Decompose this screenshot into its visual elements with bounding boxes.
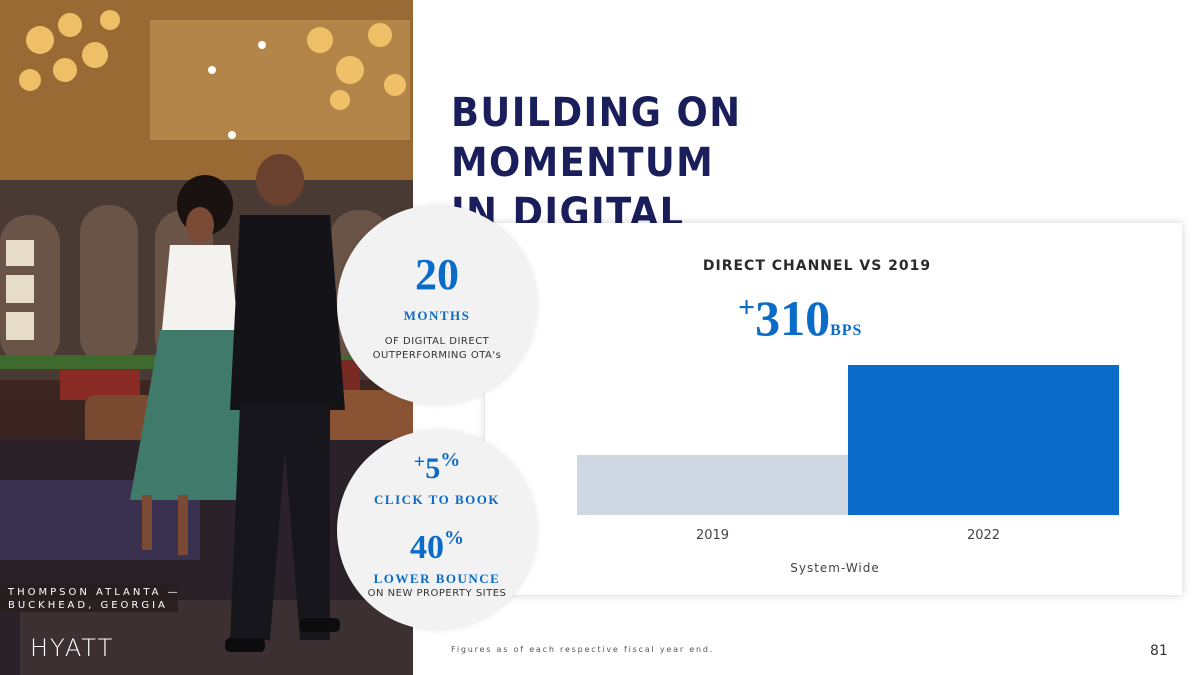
click-label: CLICK TO BOOK bbox=[374, 492, 500, 507]
bar-2022 bbox=[848, 365, 1119, 515]
hotel-lobby-illustration bbox=[0, 0, 413, 675]
footnote: Figures as of each respective fiscal yea… bbox=[451, 645, 715, 654]
bar-2019 bbox=[577, 455, 848, 515]
headline-unit: BPS bbox=[830, 322, 863, 339]
bounce-value: 40 bbox=[410, 529, 444, 566]
page-number: 81 bbox=[1150, 643, 1168, 659]
x-axis-title: System-Wide bbox=[790, 561, 880, 575]
headline-plus: + bbox=[738, 291, 756, 324]
months-label: MONTHS bbox=[403, 308, 471, 323]
click-value: 5 bbox=[425, 452, 441, 485]
hyatt-logo: HYATT bbox=[30, 634, 115, 662]
months-value: 20 bbox=[415, 250, 459, 299]
months-desc-line2: OUTPERFORMING OTA's bbox=[372, 350, 502, 361]
conversion-stat-circle: +5% CLICK TO BOOK 40% LOWER BOUNCE ON NE… bbox=[337, 430, 537, 630]
months-stat-circle: 20 MONTHS OF DIGITAL DIRECT OUTPERFORMIN… bbox=[337, 205, 537, 405]
photo-caption-line2: BUCKHEAD, GEORGIA bbox=[8, 600, 168, 611]
click-percent: % bbox=[440, 449, 461, 471]
bounce-stat: 40% bbox=[337, 528, 537, 565]
chart-title: DIRECT CHANNEL VS 2019 bbox=[702, 258, 932, 274]
page-title-line1: BUILDING ON MOMENTUM bbox=[451, 90, 742, 186]
hero-photo: THOMPSON ATLANTA — BUCKHEAD, GEORGIA HYA… bbox=[0, 0, 413, 675]
photo-caption: THOMPSON ATLANTA — BUCKHEAD, GEORGIA bbox=[0, 584, 178, 612]
click-stat: +5% bbox=[337, 450, 537, 484]
click-plus: + bbox=[413, 451, 426, 473]
headline-stat: +310BPS bbox=[738, 290, 863, 346]
page-title: BUILDING ON MOMENTUM IN DIGITAL bbox=[451, 88, 1003, 238]
bounce-desc: ON NEW PROPERTY SITES bbox=[367, 588, 507, 599]
bounce-label: LOWER BOUNCE bbox=[373, 571, 501, 586]
bounce-percent: % bbox=[444, 527, 464, 549]
x-tick-2019: 2019 bbox=[696, 528, 729, 543]
photo-caption-line1: THOMPSON ATLANTA — bbox=[8, 587, 181, 598]
months-desc-line1: OF DIGITAL DIRECT bbox=[384, 336, 490, 347]
x-tick-2022: 2022 bbox=[967, 528, 1000, 543]
headline-value: 310 bbox=[755, 290, 831, 346]
bar-chart: 2019 2022 bbox=[577, 365, 1119, 543]
